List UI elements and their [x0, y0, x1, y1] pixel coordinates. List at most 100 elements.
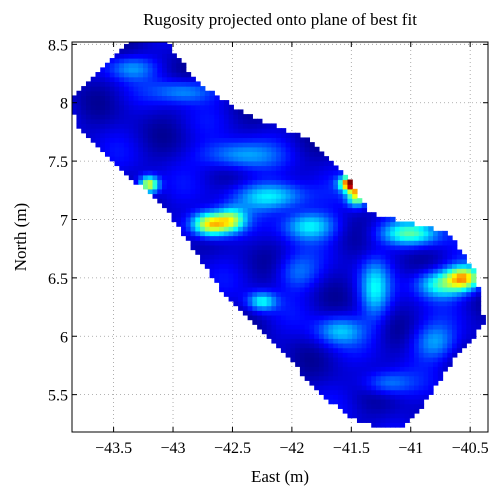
heatmap-cell — [266, 221, 272, 227]
heatmap-cell — [366, 375, 372, 381]
heatmap-cell — [242, 291, 249, 297]
heatmap-cell — [276, 179, 282, 185]
heatmap-cell — [233, 249, 239, 255]
heatmap-cell — [404, 361, 410, 367]
heatmap-cell — [452, 333, 458, 339]
heatmap-cell — [371, 319, 377, 325]
heatmap-cell — [437, 300, 444, 307]
heatmap-cell — [318, 314, 325, 321]
heatmap-cell — [304, 291, 311, 297]
heatmap-cell — [314, 240, 320, 246]
heatmap-cell — [266, 254, 272, 260]
heatmap-cell — [214, 170, 220, 176]
heatmap-cell — [185, 170, 192, 176]
heatmap-cell — [109, 128, 116, 134]
heatmap-cell — [471, 272, 477, 279]
heatmap-cell — [257, 258, 263, 265]
heatmap-cell — [318, 184, 325, 190]
heatmap-cell — [133, 90, 139, 97]
heatmap-cell — [185, 174, 192, 181]
heatmap-cell — [257, 151, 263, 157]
heatmap-cell — [318, 198, 325, 204]
heatmap-cell — [399, 342, 406, 349]
heatmap-cell — [375, 258, 382, 265]
heatmap-cell — [276, 198, 282, 204]
heatmap-cell — [409, 408, 415, 414]
heatmap-cell — [195, 104, 201, 111]
heatmap-cell — [437, 342, 444, 349]
heatmap-cell — [318, 366, 325, 372]
heatmap-cell — [138, 48, 144, 54]
heatmap-cell — [390, 375, 396, 381]
heatmap-cell — [147, 86, 154, 92]
heatmap-cell — [271, 193, 277, 199]
heatmap-cell — [261, 212, 268, 218]
heatmap-cell — [252, 188, 258, 195]
heatmap-cell — [266, 128, 272, 134]
heatmap-cell — [152, 123, 158, 129]
heatmap-cell — [123, 160, 130, 167]
heatmap-cell — [214, 207, 220, 213]
heatmap-cell — [100, 104, 106, 111]
heatmap-cell — [304, 328, 311, 335]
heatmap-cell — [314, 230, 320, 237]
heatmap-cell — [195, 240, 201, 246]
heatmap-cell — [428, 328, 434, 335]
heatmap-cell — [304, 142, 311, 148]
heatmap-cell — [271, 198, 277, 204]
heatmap-cell — [276, 328, 282, 335]
heatmap-cell — [190, 165, 196, 171]
heatmap-cell — [337, 226, 344, 232]
heatmap-cell — [337, 258, 344, 265]
heatmap-cell — [204, 123, 211, 129]
heatmap-cell — [200, 258, 206, 265]
heatmap-cell — [271, 221, 277, 227]
heatmap-cell — [133, 146, 139, 153]
heatmap-cell — [280, 254, 287, 260]
heatmap-cell — [385, 254, 391, 260]
heatmap-cell — [342, 286, 349, 293]
heatmap-cell — [409, 399, 415, 405]
heatmap-cell — [285, 324, 291, 330]
heatmap-cell — [375, 403, 382, 409]
heatmap-cell — [418, 324, 425, 330]
heatmap-cell — [352, 347, 358, 353]
heatmap-cell — [181, 123, 187, 129]
heatmap-cell — [442, 254, 448, 260]
heatmap-cell — [437, 328, 444, 335]
heatmap-cell — [299, 338, 306, 344]
heatmap-cell — [280, 347, 287, 353]
heatmap-cell — [333, 272, 339, 279]
heatmap-cell — [223, 221, 230, 227]
heatmap-cell — [390, 254, 396, 260]
heatmap-cell — [247, 226, 253, 232]
heatmap-cell — [185, 72, 192, 78]
heatmap-cell — [356, 328, 363, 335]
heatmap-cell — [285, 170, 291, 176]
heatmap-cell — [433, 258, 439, 265]
heatmap-cell — [304, 366, 311, 372]
heatmap-cell — [352, 296, 358, 302]
heatmap-cell — [138, 90, 144, 97]
heatmap-cell — [342, 198, 349, 204]
heatmap-cell — [380, 328, 387, 335]
heatmap-cell — [143, 100, 149, 106]
heatmap-cell — [271, 263, 277, 269]
heatmap-cell — [318, 342, 325, 349]
heatmap-cell — [200, 118, 206, 125]
heatmap-cell — [209, 240, 215, 246]
heatmap-cell — [394, 254, 401, 260]
heatmap-cell — [390, 413, 396, 419]
heatmap-cell — [394, 403, 401, 409]
heatmap-cell — [138, 137, 144, 143]
heatmap-cell — [328, 347, 334, 353]
heatmap-cell — [257, 235, 263, 241]
heatmap-cell — [309, 282, 315, 288]
heatmap-cell — [452, 324, 458, 330]
heatmap-cell — [314, 198, 320, 204]
heatmap-cell — [162, 198, 168, 204]
heatmap-cell — [333, 179, 339, 185]
heatmap-cell — [238, 272, 244, 279]
heatmap-cell — [380, 221, 387, 227]
heatmap-cell — [114, 151, 120, 157]
